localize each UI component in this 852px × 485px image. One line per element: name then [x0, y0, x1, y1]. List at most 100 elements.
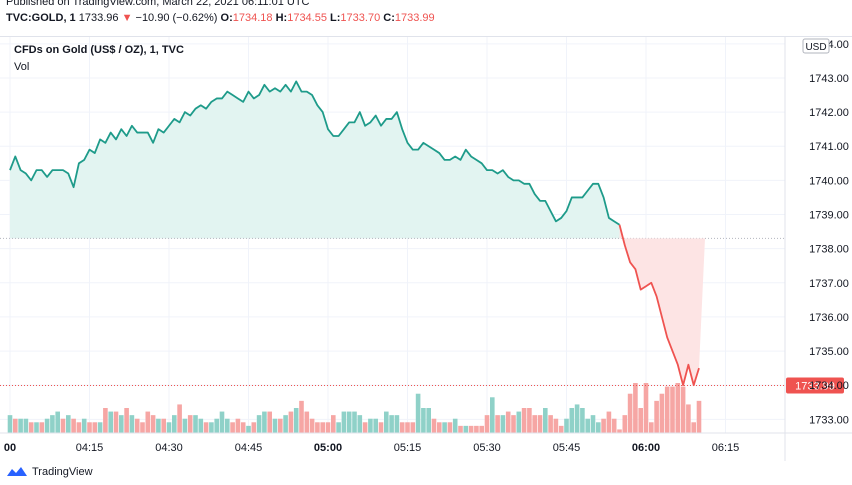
time-tick-label: 05:00 [314, 442, 342, 454]
volume-bar [696, 400, 702, 433]
volume-bar [108, 411, 113, 433]
volume-bar [60, 418, 66, 433]
volume-bar [585, 418, 590, 433]
volume-bar [150, 415, 156, 433]
volume-bar [113, 411, 119, 433]
volume-bar [55, 411, 60, 433]
volume-bar [320, 422, 325, 433]
volume-bar [505, 411, 511, 433]
chart-area[interactable]: 1733.99 1733.00 1734.00 1735.00 1736.00 1737.… [0, 36, 852, 461]
volume-bar [76, 422, 82, 433]
price-tick-label: 1742.00 [809, 107, 849, 119]
published-info: Published on TradingView.com, March 22, … [6, 0, 310, 8]
volume-bar [426, 408, 431, 433]
volume-bar [87, 422, 92, 433]
volume-bar [336, 422, 341, 433]
volume-bar [569, 408, 575, 433]
volume-bar [373, 418, 378, 433]
volume-bar [670, 386, 675, 433]
volume-bar [394, 415, 400, 433]
open-value: 1734.18 [232, 12, 273, 24]
volume-bar [527, 408, 532, 433]
volume-bar [182, 418, 188, 433]
volume-bar [590, 415, 596, 433]
volume-bar [611, 418, 617, 433]
price-chart[interactable]: 1733.99 1733.00 1734.00 1735.00 1736.00 1737.… [0, 37, 852, 461]
last-price-badge [786, 377, 844, 394]
volume-bar [368, 418, 373, 433]
volume-bar [13, 418, 18, 433]
volume-bar [574, 404, 580, 433]
volume-bar [66, 415, 71, 433]
time-tick-label: 04:15 [76, 442, 104, 454]
time-tick-label: 04:45 [235, 442, 263, 454]
volume-bar [437, 422, 442, 433]
volume-bar [71, 418, 76, 433]
volume-bar [659, 393, 665, 433]
volume-bar [156, 418, 161, 433]
volume-bar [516, 411, 522, 433]
volume-bar [341, 411, 347, 433]
volume-bar [521, 408, 527, 433]
legend-volume-label: Vol [14, 61, 30, 73]
volume-bar [240, 422, 246, 433]
volume-bar [134, 418, 140, 433]
volume-bar [399, 422, 405, 433]
volume-bar [44, 418, 50, 433]
volume-bar [601, 418, 606, 433]
time-tick-label: 05:45 [553, 442, 581, 454]
volume-bar [357, 415, 363, 433]
volume-bar [283, 415, 288, 433]
volume-bar [410, 422, 416, 433]
footer[interactable]: TradingView [6, 466, 93, 478]
price-line-down [618, 224, 700, 387]
volume-bar [288, 411, 294, 433]
volume-bar [161, 418, 166, 433]
time-tick-label: 05:30 [473, 442, 501, 454]
volume-bar [458, 425, 463, 433]
volume-bar [484, 415, 490, 433]
volume-bar [378, 422, 384, 433]
price-area [0, 81, 785, 386]
volume-bar [495, 415, 500, 433]
volume-bar [97, 422, 103, 433]
price-line-up [9, 80, 620, 226]
volume-bar [442, 422, 447, 433]
volume-bar [28, 422, 34, 433]
volume-bar [384, 411, 389, 433]
volume-bar [415, 393, 421, 433]
volume-bar [553, 418, 559, 433]
volume-bar [246, 425, 251, 433]
volume-bar [23, 418, 29, 433]
volume-bar [309, 418, 315, 433]
volume-bar [187, 415, 193, 433]
volume-bar [50, 415, 55, 433]
volume-bar [81, 418, 87, 433]
volume-bar [627, 393, 633, 433]
time-tick-label: 04:30 [155, 442, 183, 454]
volume-bar [686, 404, 691, 433]
volume-bar [564, 418, 569, 433]
volume-bar [532, 415, 537, 433]
volume-bar [479, 425, 484, 433]
volume-bar [140, 422, 145, 433]
volume-bar [219, 411, 225, 433]
open-label: O: [220, 12, 233, 24]
volume-bar [474, 425, 479, 433]
volume-bar [421, 408, 426, 433]
volume-bar [145, 411, 151, 433]
volume-bar [34, 422, 39, 433]
price-tick-label: 1740.00 [809, 175, 849, 187]
volume-bar [267, 411, 272, 433]
time-tick-label: 05:15 [394, 442, 422, 454]
volume-bar [214, 418, 219, 433]
high-value: 1734.55 [287, 12, 327, 24]
low-label: L: [330, 12, 341, 24]
price-tick-label: 1733.00 [809, 414, 849, 426]
last-price-label: 1733.99 [795, 381, 835, 393]
volume-bar [124, 408, 129, 433]
chart-legend: CFDs on Gold (US$ / OZ), 1, TVC Vol [14, 42, 184, 76]
volume-bar [299, 400, 304, 433]
volume-bar [633, 383, 638, 433]
time-tick-label: 06:00 [632, 442, 660, 454]
